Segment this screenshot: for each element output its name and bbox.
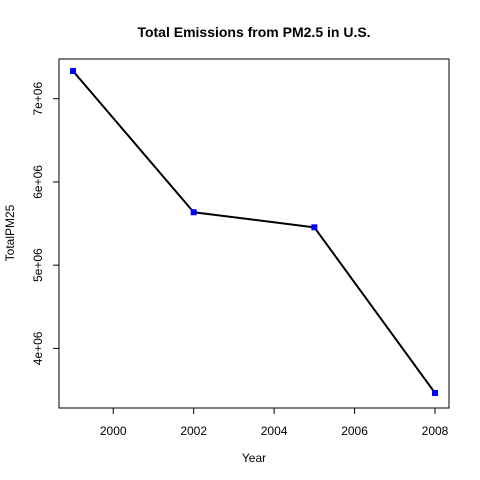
y-tick-label: 6e+06 (31, 165, 45, 199)
x-axis: 2000 2002 2004 2006 2008 (100, 408, 449, 438)
data-point (311, 224, 318, 231)
y-tick-label: 7e+06 (31, 82, 45, 116)
series-layer (70, 68, 438, 396)
x-tick-label: 2006 (341, 424, 368, 438)
x-axis-title: Year (242, 451, 266, 465)
y-tick-label: 5e+06 (31, 248, 45, 282)
series-line (72, 70, 436, 394)
y-axis-title: TotalPM25 (3, 204, 17, 261)
x-tick-label: 2008 (422, 424, 449, 438)
y-axis: 4e+06 5e+06 6e+06 7e+06 (31, 82, 59, 365)
x-tick-label: 2002 (180, 424, 207, 438)
plot-area-frame (58, 58, 450, 409)
chart-title: Total Emissions from PM2.5 in U.S. (137, 24, 370, 40)
x-tick-label: 2000 (100, 424, 127, 438)
x-tick-label: 2004 (261, 424, 288, 438)
y-tick-label: 4e+06 (31, 331, 45, 365)
data-point (432, 390, 438, 396)
data-point (190, 209, 197, 216)
data-point (70, 68, 76, 74)
